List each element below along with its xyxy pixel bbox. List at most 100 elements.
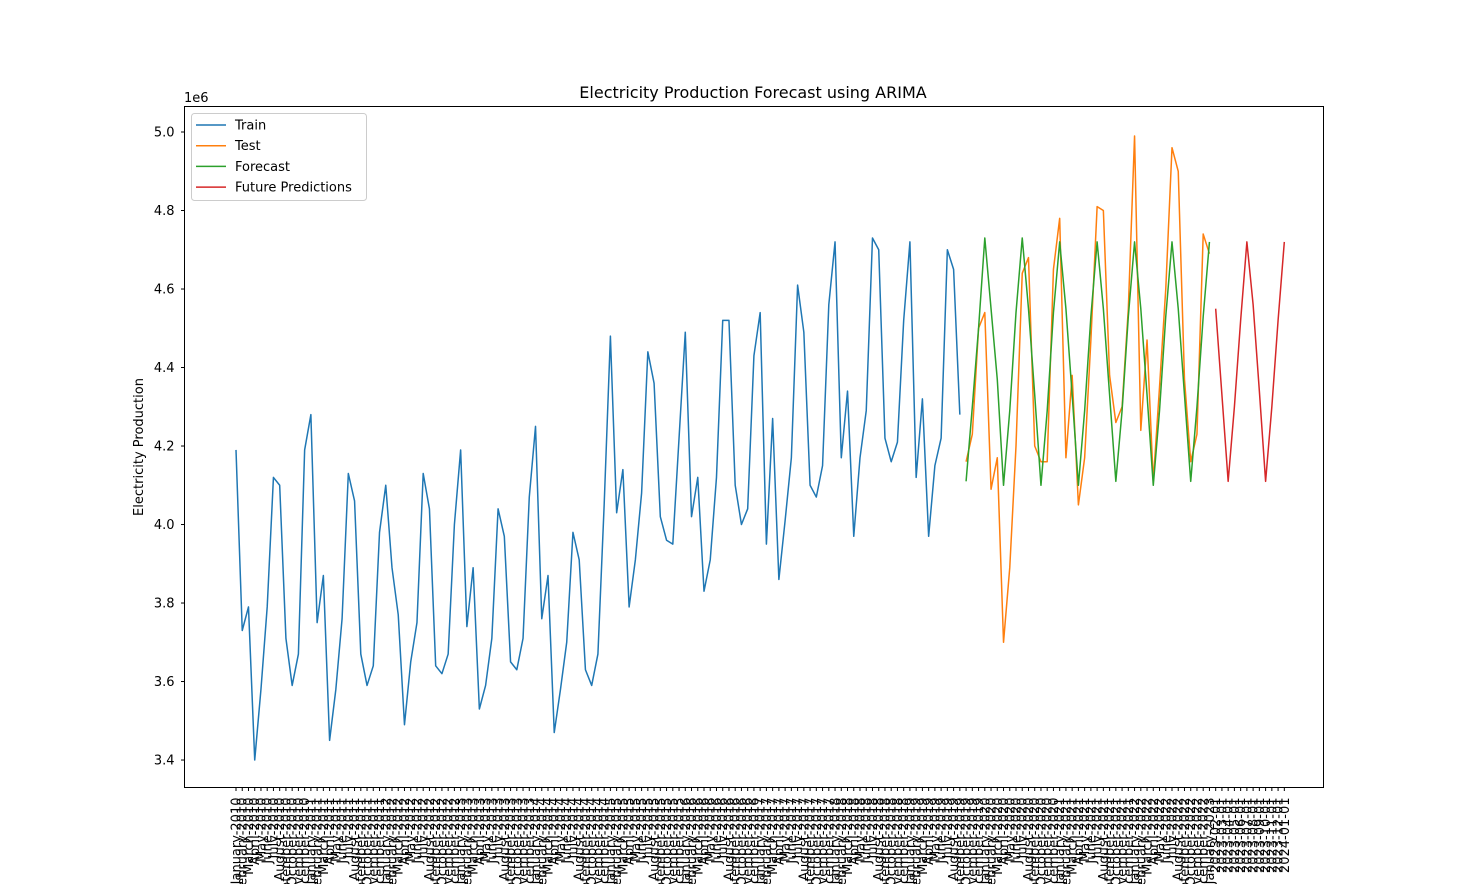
x-tick-label: July-2015: [641, 798, 656, 860]
x-tick-label: June-2012: [410, 798, 425, 865]
x-tick-label: 2023-05-01: [1228, 798, 1243, 874]
x-tick-label: November-2021: [1116, 798, 1131, 884]
x-tick-label: December-2019: [972, 798, 987, 884]
x-tick-label: March-2016: [691, 798, 706, 875]
x-tick-label: April-2013: [473, 798, 488, 866]
y-tick-label: 4.4: [154, 361, 175, 376]
y-tick-label: 4.8: [154, 204, 175, 219]
x-tick-label: October-2021: [1109, 798, 1124, 884]
x-tick-label: October-2018: [885, 798, 900, 884]
x-tick-label: July-2014: [566, 798, 581, 860]
x-tick-label: October-2020: [1034, 798, 1049, 884]
x-tick-label: March-2020: [991, 798, 1006, 875]
y-tick-label: 4.6: [154, 283, 175, 298]
x-tick-label: August-2016: [722, 798, 737, 881]
y-axis-ticks: 3.4 3.6 3.8 4.0 4.2 4.4 4.6 4.8 5.0: [154, 126, 185, 769]
x-tick-label: November-2020: [1041, 798, 1056, 884]
x-tick-label: August-2011: [348, 798, 363, 881]
x-tick-label: November-2016: [741, 798, 756, 884]
x-tick-label: August-2017: [797, 798, 812, 881]
x-tick-label: April-2011: [323, 798, 338, 866]
x-tick-label: March-2018: [841, 798, 856, 875]
x-tick-label: January-2019: [903, 798, 918, 884]
legend-box: [191, 113, 367, 201]
x-tick-label: June-2016: [710, 798, 725, 865]
legend-label: Future Predictions: [235, 181, 352, 196]
x-tick-label: June-2018: [860, 798, 875, 865]
x-tick-label: October-2014: [585, 798, 600, 884]
x-tick-label: January-2017: [754, 798, 769, 884]
x-tick-label: December-2015: [673, 798, 688, 884]
x-tick-label: April-2014: [548, 798, 563, 866]
x-tick-label: May-2019: [928, 798, 943, 862]
x-tick-label: May-2011: [329, 798, 344, 862]
x-tick-label: December-2013: [523, 798, 538, 884]
x-tick-label: November-2014: [591, 798, 606, 884]
plot-frame: [184, 106, 1324, 788]
series-line-forecast: [965, 237, 1211, 487]
x-tick-label: December-2010: [298, 798, 313, 884]
x-tick-label: November-2011: [367, 798, 382, 884]
x-tick-label: September-2014: [579, 798, 594, 884]
x-tick-label: September-2012: [429, 798, 444, 884]
x-tick-label: October-2017: [810, 798, 825, 884]
x-tick-label: February-2020: [985, 798, 1000, 884]
x-tick-label: July-2016: [716, 798, 731, 860]
x-tick-label: February-2014: [535, 798, 550, 884]
x-tick-label: May-2016: [704, 798, 719, 862]
x-tick-label: September-2022: [1178, 798, 1193, 884]
x-tick-label: July-2017: [791, 798, 806, 860]
x-tick-label: August-2013: [498, 798, 513, 881]
x-tick-label: July-2019: [941, 798, 956, 860]
x-tick-label: May-2021: [1078, 798, 1093, 862]
y-tick-label: 3.8: [154, 597, 175, 612]
x-tick-label: November-2010: [292, 798, 307, 884]
x-tick-label: August-2021: [1097, 798, 1112, 881]
y-tick-label: 3.4: [154, 754, 175, 769]
x-tick-label: January-2021: [1053, 798, 1068, 884]
x-tick-label: April-2021: [1072, 798, 1087, 866]
legend-label: Test: [234, 139, 261, 154]
x-tick-label: October-2012: [435, 798, 450, 884]
x-tick-label: March-2017: [766, 798, 781, 875]
y-tick-label: 5.0: [154, 126, 175, 141]
x-tick-label: January-2011: [304, 798, 319, 884]
x-tick-label: 2023-08-01: [1247, 798, 1262, 874]
x-tick-label: August-2015: [648, 798, 663, 881]
x-tick-label: May-2013: [479, 798, 494, 862]
x-tick-label: February-2011: [311, 798, 326, 884]
x-tick-label: June-2020: [1010, 798, 1025, 865]
legend-label: Train: [234, 119, 266, 134]
legend-label: Forecast: [235, 160, 290, 175]
x-tick-label: January-2013: [454, 798, 469, 884]
x-tick-label: February-2012: [386, 798, 401, 884]
x-tick-label: December-2014: [598, 798, 613, 884]
x-tick-label: April-2019: [922, 798, 937, 866]
x-tick-label: April-2015: [623, 798, 638, 866]
x-tick-label: January-2015: [604, 798, 619, 884]
x-tick-label: May-2022: [1153, 798, 1168, 862]
x-tick-label: February-2015: [610, 798, 625, 884]
x-tick-label: August-2014: [573, 798, 588, 881]
x-tick-label: December-2017: [822, 798, 837, 884]
x-tick-label: September-2020: [1028, 798, 1043, 884]
x-tick-label: October-2011: [361, 798, 376, 884]
x-tick-label: July-2010: [267, 798, 282, 860]
x-tick-label: October-2013: [510, 798, 525, 884]
x-tick-label: October-2015: [660, 798, 675, 884]
y-tick-label: 4.0: [154, 518, 175, 533]
x-tick-label: July-2011: [342, 798, 357, 860]
x-tick-label: January-2016: [679, 798, 694, 884]
x-tick-label: June-2014: [560, 798, 575, 865]
x-tick-label: June-2013: [485, 798, 500, 865]
x-tick-label: February-2016: [685, 798, 700, 884]
x-tick-label: August-2020: [1022, 798, 1037, 881]
x-tick-label: July-2021: [1091, 798, 1106, 860]
x-tick-label: May-2015: [629, 798, 644, 862]
x-tick-label: May-2018: [854, 798, 869, 862]
chart-title: Electricity Production Forecast using AR…: [579, 83, 926, 102]
x-tick-label: November-2017: [816, 798, 831, 884]
x-tick-label: August-2022: [1172, 798, 1187, 881]
x-tick-label: December-2021: [1122, 798, 1137, 884]
